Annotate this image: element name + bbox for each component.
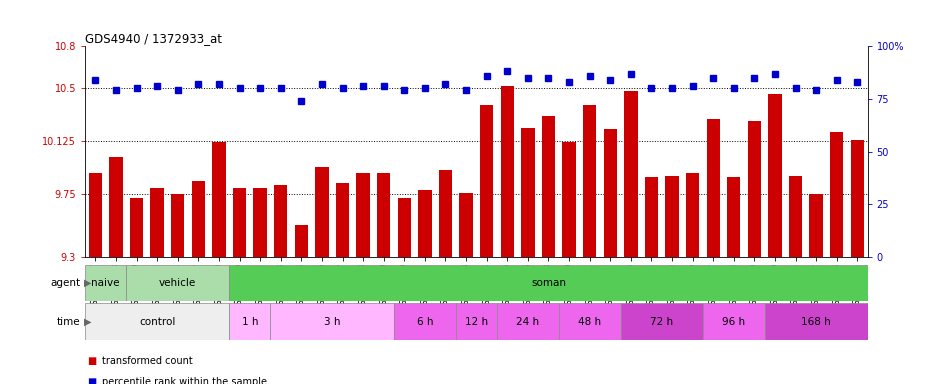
Bar <box>769 94 782 257</box>
Bar <box>336 183 350 257</box>
Bar <box>809 194 823 257</box>
Text: percentile rank within the sample: percentile rank within the sample <box>102 377 266 384</box>
Bar <box>377 173 390 257</box>
Bar <box>789 175 802 257</box>
Bar <box>315 167 328 257</box>
Bar <box>229 303 270 340</box>
Bar <box>500 86 514 257</box>
Text: 48 h: 48 h <box>578 316 601 327</box>
Bar <box>191 181 205 257</box>
Bar <box>85 303 229 340</box>
Text: time: time <box>56 316 80 327</box>
Bar <box>542 116 555 257</box>
Bar <box>460 192 473 257</box>
Text: agent: agent <box>50 278 80 288</box>
Bar <box>253 188 266 257</box>
Bar <box>171 194 184 257</box>
Bar <box>270 303 394 340</box>
Text: 3 h: 3 h <box>324 316 340 327</box>
Bar <box>559 303 621 340</box>
Bar <box>398 198 411 257</box>
Text: ■: ■ <box>87 377 96 384</box>
Bar <box>456 303 497 340</box>
Bar <box>765 303 868 340</box>
Text: 168 h: 168 h <box>801 316 831 327</box>
Text: ■: ■ <box>87 356 96 366</box>
Bar <box>229 265 868 301</box>
Bar <box>130 198 143 257</box>
Text: GDS4940 / 1372933_at: GDS4940 / 1372933_at <box>85 32 222 45</box>
Text: 12 h: 12 h <box>465 316 488 327</box>
Bar <box>127 265 229 301</box>
Bar <box>830 132 844 257</box>
Bar <box>109 157 123 257</box>
Bar <box>703 303 765 340</box>
Bar <box>727 177 741 257</box>
Bar <box>645 177 658 257</box>
Bar <box>274 185 288 257</box>
Bar <box>624 91 637 257</box>
Text: ▶: ▶ <box>84 316 92 327</box>
Text: 24 h: 24 h <box>516 316 539 327</box>
Text: control: control <box>139 316 176 327</box>
Text: naive: naive <box>92 278 120 288</box>
Bar <box>394 303 456 340</box>
Bar <box>562 142 575 257</box>
Bar <box>583 105 597 257</box>
Bar <box>665 175 679 257</box>
Text: ▶: ▶ <box>84 278 92 288</box>
Text: 6 h: 6 h <box>416 316 433 327</box>
Bar <box>212 142 226 257</box>
Text: 96 h: 96 h <box>722 316 746 327</box>
Bar <box>747 121 761 257</box>
Bar <box>686 173 699 257</box>
Bar <box>151 188 164 257</box>
Text: 1 h: 1 h <box>241 316 258 327</box>
Bar <box>356 173 370 257</box>
Text: soman: soman <box>531 278 566 288</box>
Bar <box>707 119 720 257</box>
Bar <box>497 303 559 340</box>
Bar <box>521 128 535 257</box>
Bar <box>621 303 703 340</box>
Bar <box>438 170 452 257</box>
Bar <box>480 105 493 257</box>
Bar <box>233 188 246 257</box>
Bar <box>418 190 432 257</box>
Bar <box>89 173 102 257</box>
Bar <box>603 129 617 257</box>
Text: vehicle: vehicle <box>159 278 196 288</box>
Bar <box>851 141 864 257</box>
Text: 72 h: 72 h <box>650 316 673 327</box>
Bar <box>85 265 127 301</box>
Text: transformed count: transformed count <box>102 356 192 366</box>
Bar <box>295 225 308 257</box>
